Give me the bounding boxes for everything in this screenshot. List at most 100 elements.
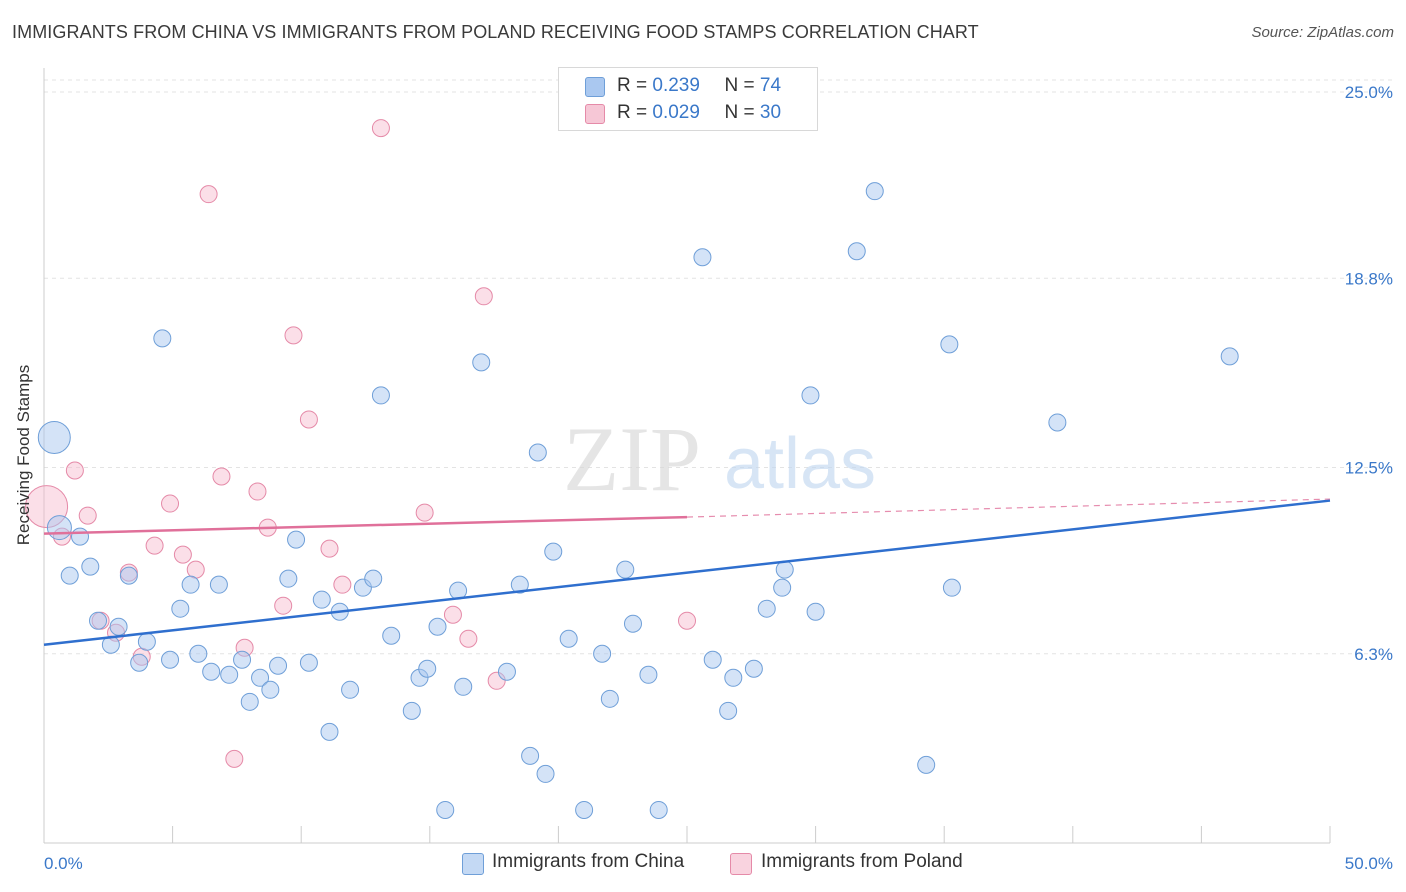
data-point-china	[436, 800, 455, 819]
data-point-china	[240, 692, 259, 711]
data-point-china	[320, 722, 339, 741]
y-axis-title: Receiving Food Stamps	[14, 365, 34, 545]
y-tick-label: 6.3%	[1354, 645, 1393, 664]
data-point-poland	[678, 611, 696, 630]
data-point-china	[1048, 413, 1067, 432]
trend-line-poland-extension	[686, 498, 1331, 518]
data-point-poland	[65, 461, 84, 480]
data-point-poland	[443, 605, 462, 624]
data-point-china	[510, 575, 529, 594]
data-point-china	[593, 644, 612, 663]
data-point-poland	[274, 596, 293, 615]
legend: R = 0.239 N = 74 R = 0.029 N = 30	[558, 67, 818, 131]
data-point-china	[775, 560, 794, 579]
data-point-china	[703, 650, 722, 669]
bottom-legend-swatch-china	[462, 853, 484, 875]
y-axis-title-text: Receiving Food Stamps	[14, 364, 33, 546]
data-point-china	[528, 443, 547, 462]
data-point-china	[559, 629, 578, 648]
data-point-china	[472, 353, 491, 372]
trend-line-poland	[43, 515, 688, 535]
bottom-legend-swatch-poland	[730, 853, 752, 875]
legend-r-value-china: 0.239	[652, 75, 700, 96]
data-point-poland	[320, 539, 339, 558]
data-point-china	[942, 578, 961, 597]
y-tick-label: 25.0%	[1345, 83, 1393, 102]
bottom-legend-china: Immigrants from China	[492, 851, 685, 872]
legend-swatch-china	[585, 77, 605, 97]
legend-row-china: R = 0.239 N = 74	[617, 75, 781, 97]
data-point-china	[719, 701, 738, 720]
data-point-china	[60, 566, 79, 585]
data-point-china	[402, 701, 421, 720]
data-point-china	[279, 569, 298, 588]
x-tick-label: 50.0%	[1345, 854, 1393, 873]
data-point-poland	[299, 410, 318, 429]
data-point-china	[130, 653, 149, 672]
legend-n-label: N =	[724, 75, 755, 96]
data-point-china	[418, 659, 437, 678]
data-point-china	[153, 329, 172, 348]
data-point-poland	[161, 494, 180, 513]
source-label: Source: ZipAtlas.com	[1251, 24, 1394, 41]
legend-n-value-china: 74	[759, 75, 782, 96]
legend-r-label: R =	[617, 102, 648, 123]
data-point-china	[341, 680, 360, 699]
data-point-poland	[371, 119, 390, 138]
trend-line-china	[43, 499, 1331, 646]
data-point-china	[81, 557, 100, 576]
data-point-china	[616, 560, 635, 579]
data-point-china	[757, 599, 776, 618]
data-point-china	[600, 689, 619, 708]
data-point-china	[773, 578, 792, 597]
legend-r-label: R =	[617, 75, 648, 96]
data-point-china	[536, 764, 555, 783]
data-point-china	[161, 650, 180, 669]
data-point-china	[137, 632, 156, 651]
data-point-china	[623, 614, 642, 633]
data-point-china	[89, 611, 108, 630]
data-point-china	[119, 566, 138, 585]
data-point-poland	[212, 467, 231, 486]
data-point-china	[371, 386, 390, 405]
legend-n-label: N =	[724, 102, 755, 123]
data-point-poland	[145, 536, 164, 555]
watermark-atlas: atlas	[724, 424, 876, 504]
data-point-china	[312, 590, 331, 609]
data-point-china	[639, 665, 658, 684]
y-tick-label: 18.8%	[1345, 269, 1393, 288]
data-point-poland	[186, 560, 205, 579]
data-point-china	[269, 656, 288, 675]
data-point-china	[382, 626, 401, 645]
legend-swatch-poland	[585, 104, 605, 124]
bottom-legend-poland: Immigrants from Poland	[761, 851, 963, 872]
data-point-poland	[284, 326, 303, 345]
data-point-poland	[173, 545, 192, 564]
data-point-china	[544, 542, 563, 561]
data-point-china	[521, 746, 540, 765]
data-point-china	[220, 665, 239, 684]
data-point-poland	[459, 629, 478, 648]
data-point-china	[251, 668, 270, 687]
data-point-china	[233, 650, 252, 669]
data-point-poland	[199, 185, 218, 204]
data-point-poland	[415, 503, 434, 522]
data-point-china	[261, 680, 280, 699]
data-point-china	[202, 662, 221, 681]
data-point-china	[299, 653, 318, 672]
data-point-china	[37, 420, 71, 454]
data-point-poland	[248, 482, 267, 501]
data-point-china	[649, 800, 668, 819]
data-point-china	[801, 386, 820, 405]
data-point-poland	[474, 287, 493, 306]
data-point-poland	[78, 506, 97, 525]
data-point-china	[575, 800, 594, 819]
data-point-china	[917, 755, 936, 774]
legend-n-value-poland: 30	[759, 102, 782, 123]
data-point-china	[428, 617, 447, 636]
data-point-china	[181, 575, 200, 594]
data-point-china	[287, 530, 306, 549]
data-point-china	[847, 242, 866, 261]
data-point-china	[1220, 347, 1239, 366]
